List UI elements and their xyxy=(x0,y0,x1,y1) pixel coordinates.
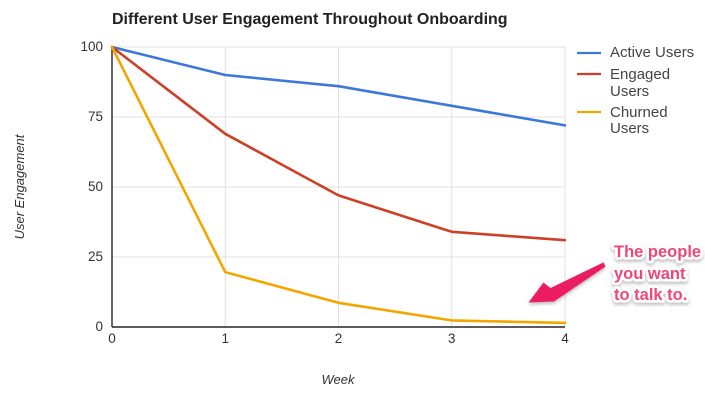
svg-text:100: 100 xyxy=(80,39,103,54)
svg-text:0: 0 xyxy=(108,331,116,346)
svg-text:Engaged: Engaged xyxy=(610,66,670,83)
svg-text:Different User Engagement Thro: Different User Engagement Throughout Onb… xyxy=(112,11,508,28)
svg-text:75: 75 xyxy=(88,109,103,124)
svg-text:Users: Users xyxy=(610,83,649,100)
svg-text:to talk to.: to talk to. xyxy=(614,286,687,304)
svg-text:Active Users: Active Users xyxy=(610,44,694,61)
svg-text:50: 50 xyxy=(88,179,103,194)
svg-text:you want: you want xyxy=(614,265,686,283)
svg-text:25: 25 xyxy=(88,249,103,264)
svg-text:4: 4 xyxy=(561,331,569,346)
svg-text:Week: Week xyxy=(322,372,356,387)
svg-text:The people: The people xyxy=(614,243,701,261)
svg-text:Users: Users xyxy=(610,120,649,137)
svg-text:1: 1 xyxy=(221,331,229,346)
svg-text:3: 3 xyxy=(448,331,456,346)
svg-text:Churned: Churned xyxy=(610,104,668,121)
svg-text:0: 0 xyxy=(95,319,103,334)
svg-text:2: 2 xyxy=(335,331,343,346)
